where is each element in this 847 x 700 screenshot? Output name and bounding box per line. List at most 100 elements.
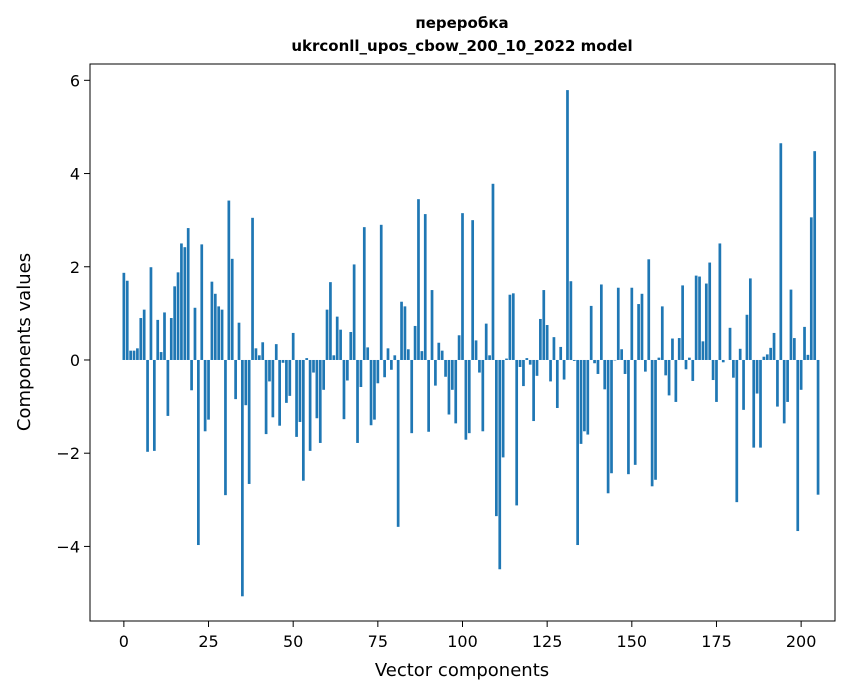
- y-axis-label: Components values: [14, 253, 35, 431]
- bar-component-78: [387, 348, 390, 360]
- bar-component-82: [400, 302, 403, 360]
- bar-component-172: [705, 284, 708, 360]
- x-tick-label-7: 175: [701, 632, 732, 651]
- bar-component-31: [227, 201, 230, 360]
- bar-component-69: [356, 360, 359, 443]
- bar-component-161: [668, 360, 671, 395]
- bar-component-125: [546, 325, 549, 360]
- bar-component-121: [532, 360, 535, 421]
- bar-component-57: [316, 360, 319, 418]
- bar-component-131: [566, 90, 569, 360]
- bar-component-188: [759, 360, 762, 448]
- x-tick-label-6: 150: [617, 632, 648, 651]
- x-tick-label-0: 0: [119, 632, 129, 651]
- y-tick-label-4: 4: [70, 165, 80, 184]
- x-tick-label-8: 200: [786, 632, 817, 651]
- y-tick-label-1: −2: [56, 444, 80, 463]
- bar-component-94: [441, 351, 444, 360]
- bar-component-86: [414, 326, 417, 360]
- bar-component-118: [522, 360, 525, 386]
- bar-component-50: [292, 333, 295, 360]
- bar-component-157: [654, 360, 657, 480]
- bar-component-15: [173, 286, 176, 360]
- bar-component-200: [800, 360, 803, 390]
- bar-component-100: [461, 213, 464, 360]
- bar-component-17: [180, 243, 183, 360]
- bar-component-107: [485, 324, 488, 360]
- bar-component-111: [498, 360, 501, 569]
- bar-component-166: [685, 360, 688, 369]
- x-axis-label: Vector components: [375, 660, 549, 681]
- bar-component-155: [647, 259, 650, 360]
- bar-component-123: [539, 319, 542, 360]
- bar-component-192: [773, 333, 776, 360]
- bar-component-54: [305, 358, 308, 360]
- bar-component-85: [410, 360, 413, 433]
- bar-component-14: [170, 318, 173, 360]
- bar-component-164: [678, 338, 681, 360]
- bar-component-190: [766, 354, 769, 360]
- bar-component-42: [265, 360, 268, 434]
- bar-component-162: [671, 339, 674, 360]
- bar-component-53: [302, 360, 305, 481]
- bar-component-13: [167, 360, 170, 416]
- bar-component-10: [156, 320, 159, 360]
- bar-component-182: [739, 349, 742, 360]
- bar-component-65: [343, 360, 346, 419]
- bar-component-119: [525, 358, 528, 360]
- bar-component-180: [732, 360, 735, 378]
- bar-component-170: [698, 277, 701, 360]
- bar-component-113: [505, 359, 508, 360]
- bar-component-24: [204, 360, 207, 431]
- bar-component-146: [617, 288, 620, 360]
- bar-component-177: [722, 360, 725, 362]
- bar-component-128: [556, 360, 559, 408]
- bar-component-132: [570, 281, 573, 360]
- bar-component-150: [630, 288, 633, 360]
- bar-component-26: [211, 282, 214, 360]
- chart-subtitle: ukrconll_upos_cbow_200_10_2022 model: [291, 37, 632, 55]
- bar-component-129: [559, 347, 562, 360]
- bar-component-197: [790, 290, 793, 360]
- bar-component-92: [434, 360, 437, 386]
- bar-component-105: [478, 360, 481, 373]
- bar-component-36: [244, 360, 247, 405]
- bar-component-20: [190, 360, 193, 390]
- bar-component-40: [258, 355, 261, 360]
- bar-component-98: [454, 360, 457, 423]
- bar-component-202: [807, 355, 810, 360]
- bar-component-137: [586, 360, 589, 435]
- bar-component-184: [746, 315, 749, 360]
- bar-component-34: [238, 323, 241, 360]
- bar-component-124: [542, 290, 545, 360]
- bar-component-21: [194, 308, 197, 360]
- y-tick-label-0: −4: [56, 537, 80, 556]
- bar-component-103: [471, 220, 474, 360]
- y-tick-label-2: 0: [70, 351, 80, 370]
- bar-component-142: [603, 360, 606, 389]
- bar-component-165: [681, 285, 684, 360]
- bar-component-186: [752, 360, 755, 448]
- bar-component-8: [150, 267, 153, 360]
- bar-component-97: [451, 360, 454, 390]
- bar-component-173: [708, 263, 711, 360]
- bar-component-96: [448, 360, 451, 415]
- bar-component-130: [563, 360, 566, 380]
- bar-component-81: [397, 360, 400, 527]
- bar-component-135: [580, 360, 583, 444]
- bar-component-183: [742, 360, 745, 410]
- x-tick-label-1: 25: [198, 632, 218, 651]
- bar-component-70: [360, 360, 363, 387]
- bar-component-127: [553, 337, 556, 360]
- bar-component-22: [197, 360, 200, 545]
- bar-component-38: [251, 218, 254, 360]
- bar-component-23: [200, 244, 203, 360]
- bar-component-95: [444, 360, 447, 377]
- bar-component-159: [661, 306, 664, 360]
- bar-component-87: [417, 199, 420, 360]
- bar-component-120: [529, 360, 532, 365]
- bar-component-4: [136, 348, 139, 360]
- bar-component-134: [576, 360, 579, 545]
